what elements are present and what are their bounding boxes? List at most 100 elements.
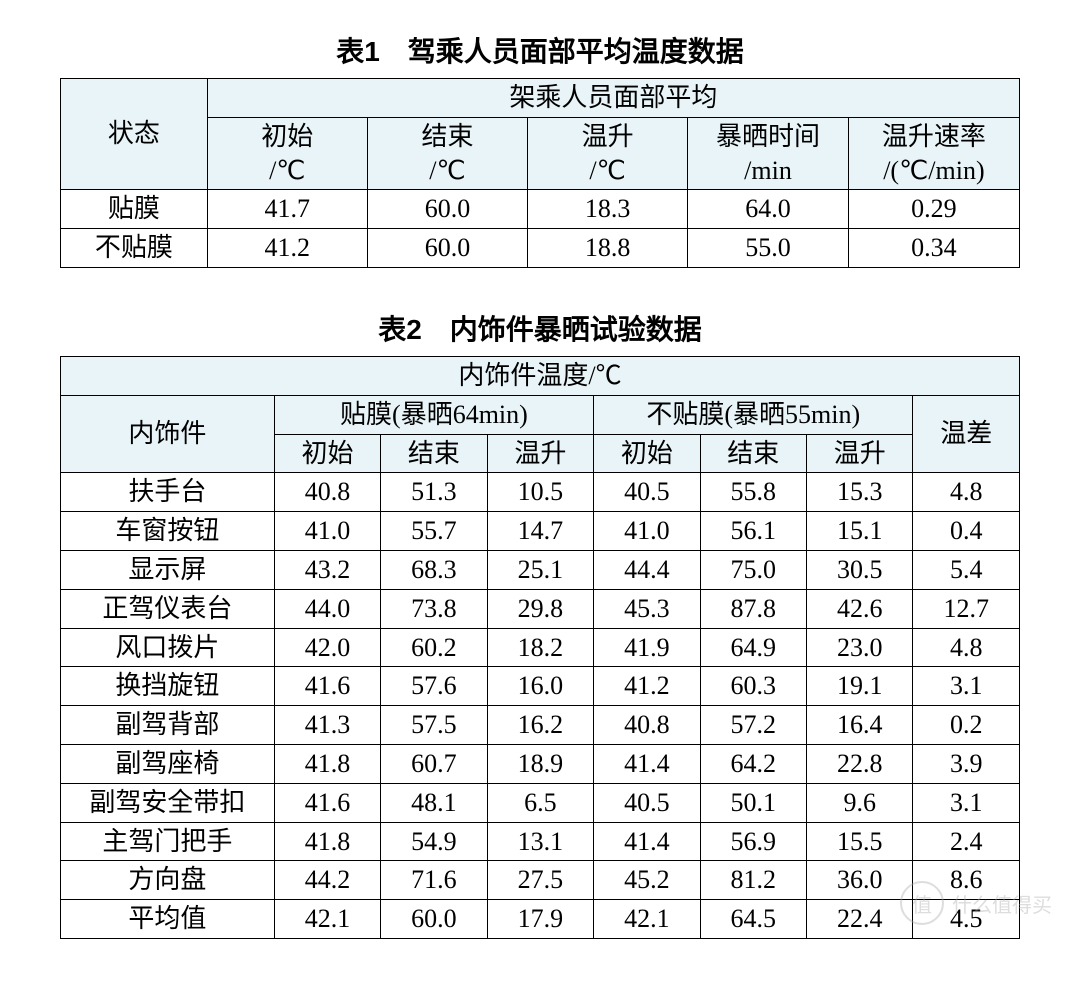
t2-cell: 18.2 <box>487 628 593 667</box>
t2-cell: 64.2 <box>700 744 806 783</box>
t1-cell: 60.0 <box>367 229 527 268</box>
table-row: 显示屏43.268.325.144.475.030.55.4 <box>61 550 1020 589</box>
t2-cell: 44.0 <box>274 589 380 628</box>
t2-item: 扶手台 <box>61 473 275 512</box>
t2-cell: 75.0 <box>700 550 806 589</box>
t2-cell: 6.5 <box>487 783 593 822</box>
t2-cell: 51.3 <box>381 473 487 512</box>
t2-cell: 48.1 <box>381 783 487 822</box>
t1-cell: 0.29 <box>848 190 1019 229</box>
t1-state: 贴膜 <box>61 190 208 229</box>
t2-cell: 64.5 <box>700 900 806 939</box>
t2-item: 副驾座椅 <box>61 744 275 783</box>
t2-diff: 0.4 <box>913 512 1020 551</box>
t2-cell: 17.9 <box>487 900 593 939</box>
watermark-text: 什么值得买 <box>952 889 1052 918</box>
t1-header-state: 状态 <box>61 79 208 190</box>
t2-header-group: 内饰件温度/℃ <box>61 356 1020 395</box>
t2-diff: 4.8 <box>913 473 1020 512</box>
t2-diff: 3.1 <box>913 667 1020 706</box>
t2-item: 副驾安全带扣 <box>61 783 275 822</box>
table-row: 换挡旋钮41.657.616.041.260.319.13.1 <box>61 667 1020 706</box>
table-row: 不贴膜41.260.018.855.00.34 <box>61 229 1020 268</box>
t2-cell: 41.0 <box>594 512 700 551</box>
t2-cell: 29.8 <box>487 589 593 628</box>
t2-cell: 27.5 <box>487 861 593 900</box>
t2-cell: 41.2 <box>594 667 700 706</box>
table-row: 平均值42.160.017.942.164.522.44.5 <box>61 900 1020 939</box>
t2-header-item: 内饰件 <box>61 395 275 473</box>
table-row: 扶手台40.851.310.540.555.815.34.8 <box>61 473 1020 512</box>
t2-item: 正驾仪表台 <box>61 589 275 628</box>
t2-cell: 16.2 <box>487 706 593 745</box>
table-row: 主驾门把手41.854.913.141.456.915.52.4 <box>61 822 1020 861</box>
t2-cell: 15.1 <box>807 512 913 551</box>
table2: 内饰件温度/℃ 内饰件 贴膜(暴晒64min) 不贴膜(暴晒55min) 温差 … <box>60 356 1020 939</box>
t2-item: 车窗按钮 <box>61 512 275 551</box>
t2-item: 平均值 <box>61 900 275 939</box>
t2-cell: 50.1 <box>700 783 806 822</box>
t1-cell: 18.8 <box>528 229 688 268</box>
t2-cell: 60.3 <box>700 667 806 706</box>
t1-cell: 41.7 <box>207 190 367 229</box>
t2-subcol: 温升 <box>487 434 593 473</box>
t2-cell: 10.5 <box>487 473 593 512</box>
t2-cell: 42.1 <box>274 900 380 939</box>
table-row: 方向盘44.271.627.545.281.236.08.6 <box>61 861 1020 900</box>
table1-title: 表1 驾乘人员面部平均温度数据 <box>20 30 1060 70</box>
t2-cell: 41.3 <box>274 706 380 745</box>
t2-cell: 71.6 <box>381 861 487 900</box>
t2-header-nofilm: 不贴膜(暴晒55min) <box>594 395 913 434</box>
table2-title: 表2 内饰件暴晒试验数据 <box>20 308 1060 348</box>
t2-diff: 2.4 <box>913 822 1020 861</box>
t2-cell: 73.8 <box>381 589 487 628</box>
t2-cell: 60.7 <box>381 744 487 783</box>
t2-cell: 64.9 <box>700 628 806 667</box>
t2-cell: 14.7 <box>487 512 593 551</box>
t2-cell: 40.8 <box>594 706 700 745</box>
t1-col-0: 初始/℃ <box>207 117 367 190</box>
t2-cell: 56.9 <box>700 822 806 861</box>
t1-cell: 41.2 <box>207 229 367 268</box>
t1-header-group: 架乘人员面部平均 <box>207 79 1019 118</box>
t2-cell: 45.2 <box>594 861 700 900</box>
t2-cell: 54.9 <box>381 822 487 861</box>
t2-cell: 44.2 <box>274 861 380 900</box>
t2-cell: 22.4 <box>807 900 913 939</box>
t2-item: 方向盘 <box>61 861 275 900</box>
t2-cell: 22.8 <box>807 744 913 783</box>
t2-cell: 15.5 <box>807 822 913 861</box>
t2-cell: 42.1 <box>594 900 700 939</box>
t2-cell: 56.1 <box>700 512 806 551</box>
t2-subcol: 结束 <box>700 434 806 473</box>
t1-cell: 0.34 <box>848 229 1019 268</box>
t2-cell: 16.4 <box>807 706 913 745</box>
t2-cell: 41.6 <box>274 667 380 706</box>
table-row: 副驾背部41.357.516.240.857.216.40.2 <box>61 706 1020 745</box>
table1: 状态 架乘人员面部平均 初始/℃结束/℃温升/℃暴晒时间/min温升速率/(℃/… <box>60 78 1020 268</box>
t2-diff: 4.8 <box>913 628 1020 667</box>
table-row: 贴膜41.760.018.364.00.29 <box>61 190 1020 229</box>
t2-cell: 16.0 <box>487 667 593 706</box>
t2-cell: 57.6 <box>381 667 487 706</box>
t2-diff: 3.9 <box>913 744 1020 783</box>
t2-cell: 45.3 <box>594 589 700 628</box>
table-row: 副驾座椅41.860.718.941.464.222.83.9 <box>61 744 1020 783</box>
t2-cell: 15.3 <box>807 473 913 512</box>
t2-cell: 55.7 <box>381 512 487 551</box>
t2-cell: 41.8 <box>274 744 380 783</box>
t2-cell: 57.5 <box>381 706 487 745</box>
t2-subcol: 初始 <box>274 434 380 473</box>
t2-cell: 44.4 <box>594 550 700 589</box>
t2-cell: 30.5 <box>807 550 913 589</box>
t2-cell: 42.6 <box>807 589 913 628</box>
t1-col-2: 温升/℃ <box>528 117 688 190</box>
t2-item: 换挡旋钮 <box>61 667 275 706</box>
t2-diff: 5.4 <box>913 550 1020 589</box>
t1-col-1: 结束/℃ <box>367 117 527 190</box>
t1-col-4: 温升速率/(℃/min) <box>848 117 1019 190</box>
t2-cell: 40.8 <box>274 473 380 512</box>
t2-cell: 25.1 <box>487 550 593 589</box>
t2-subcol: 结束 <box>381 434 487 473</box>
t2-cell: 19.1 <box>807 667 913 706</box>
